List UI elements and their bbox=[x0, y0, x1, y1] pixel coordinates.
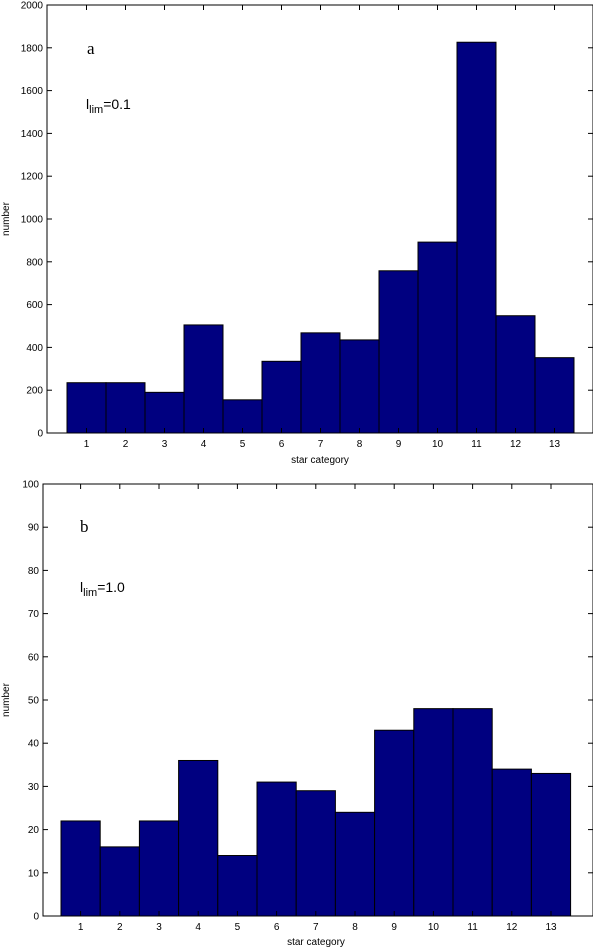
y-axis-b: 0 10 20 30 40 50 60 70 80 90 100 bbox=[22, 480, 593, 923]
y-tick-label-b-0: 0 bbox=[33, 912, 39, 923]
y-tick-label-b-10: 10 bbox=[28, 868, 40, 879]
y-tick-label-a-400: 400 bbox=[26, 343, 43, 354]
bar-b-6 bbox=[256, 781, 297, 917]
y-tick-label-b-80: 80 bbox=[28, 566, 40, 577]
bar-a-7 bbox=[300, 332, 341, 434]
bar-a-10 bbox=[417, 241, 458, 434]
bar-b-10 bbox=[413, 708, 454, 917]
y-tick-label-b-30: 30 bbox=[28, 782, 40, 793]
x-tick-label-a-11: 11 bbox=[471, 439, 482, 450]
x-tick-label-a-3: 3 bbox=[162, 439, 168, 450]
x-tick-label-b-9: 9 bbox=[391, 922, 397, 933]
bar-b-2 bbox=[99, 846, 140, 917]
bar-b-11 bbox=[452, 708, 493, 917]
x-tick-label-b-2: 2 bbox=[117, 922, 123, 933]
x-tick-label-a-10: 10 bbox=[432, 439, 444, 450]
panel-label-a: a bbox=[87, 39, 95, 58]
y-tick-label-b-20: 20 bbox=[28, 825, 40, 836]
bar-a-6 bbox=[261, 360, 302, 434]
bars-a bbox=[66, 41, 575, 434]
x-tick-label-b-7: 7 bbox=[313, 922, 319, 933]
bar-b-12 bbox=[491, 768, 532, 917]
bar-b-9 bbox=[374, 729, 415, 917]
x-tick-label-a-6: 6 bbox=[279, 439, 285, 450]
bar-a-13 bbox=[534, 357, 575, 434]
bar-a-12 bbox=[495, 315, 536, 434]
x-tick-label-a-5: 5 bbox=[240, 439, 246, 450]
x-tick-label-b-8: 8 bbox=[352, 922, 358, 933]
x-axis-b: 1 2 3 4 5 6 7 8 9 10 11 12 13 bbox=[78, 484, 557, 933]
x-axis-label-a: star category bbox=[291, 455, 349, 466]
bar-b-13 bbox=[530, 772, 572, 917]
x-tick-label-b-13: 13 bbox=[545, 922, 557, 933]
bar-b-3 bbox=[138, 820, 180, 917]
annotation-a: llim=0.1 bbox=[86, 96, 131, 116]
bar-a-4 bbox=[183, 324, 224, 434]
y-tick-label-a-800: 800 bbox=[26, 257, 43, 268]
x-tick-label-b-10: 10 bbox=[428, 922, 440, 933]
y-tick-label-a-1000: 1000 bbox=[21, 215, 44, 226]
y-tick-label-b-40: 40 bbox=[28, 739, 40, 750]
y-tick-label-b-100: 100 bbox=[22, 480, 39, 491]
x-tick-label-b-4: 4 bbox=[195, 922, 201, 933]
panel-label-b: b bbox=[80, 517, 89, 536]
bar-b-1 bbox=[60, 820, 101, 917]
bars-b bbox=[60, 708, 572, 917]
y-tick-label-a-0: 0 bbox=[37, 429, 43, 440]
x-tick-label-a-13: 13 bbox=[549, 439, 561, 450]
x-tick-label-a-12: 12 bbox=[510, 439, 522, 450]
y-axis-label-a: number bbox=[1, 201, 12, 236]
x-tick-label-b-5: 5 bbox=[235, 922, 241, 933]
bar-a-9 bbox=[378, 270, 419, 434]
x-tick-label-b-6: 6 bbox=[274, 922, 280, 933]
y-tick-label-a-600: 600 bbox=[26, 300, 43, 311]
y-tick-label-a-1200: 1200 bbox=[21, 172, 44, 183]
x-tick-label-a-8: 8 bbox=[357, 439, 363, 450]
bar-a-1 bbox=[66, 382, 107, 434]
x-tick-label-b-12: 12 bbox=[506, 922, 518, 933]
annotation-b: llim=1.0 bbox=[80, 579, 125, 599]
y-tick-label-a-1800: 1800 bbox=[21, 43, 44, 54]
y-tick-label-a-2000: 2000 bbox=[21, 1, 44, 12]
x-axis-a: 1 2 3 4 5 6 7 8 9 10 11 12 13 bbox=[84, 5, 561, 450]
x-tick-label-a-2: 2 bbox=[123, 439, 129, 450]
y-tick-label-a-1400: 1400 bbox=[21, 129, 44, 140]
y-tick-label-a-200: 200 bbox=[26, 386, 43, 397]
y-tick-label-a-1600: 1600 bbox=[21, 86, 44, 97]
bar-a-2 bbox=[105, 382, 146, 434]
bar-a-3 bbox=[144, 391, 185, 434]
bar-b-5 bbox=[217, 855, 258, 917]
y-tick-label-b-90: 90 bbox=[28, 523, 40, 534]
bar-b-8 bbox=[334, 811, 376, 917]
x-tick-label-b-1: 1 bbox=[78, 922, 84, 933]
y-tick-label-b-60: 60 bbox=[28, 652, 40, 663]
y-tick-label-b-70: 70 bbox=[28, 609, 40, 620]
bar-b-4 bbox=[178, 759, 219, 917]
x-tick-label-a-7: 7 bbox=[318, 439, 324, 450]
x-tick-label-b-3: 3 bbox=[156, 922, 162, 933]
x-tick-label-a-9: 9 bbox=[396, 439, 402, 450]
bar-b-7 bbox=[295, 790, 336, 917]
x-tick-label-a-1: 1 bbox=[84, 439, 90, 450]
y-axis-a: 0 200 400 600 800 1000 1200 1400 1600 1800 2000 bbox=[21, 1, 593, 440]
bar-a-8 bbox=[339, 339, 380, 434]
x-axis-label-b: star category bbox=[287, 937, 345, 948]
y-tick-label-b-50: 50 bbox=[28, 696, 40, 707]
y-axis-label-b: number bbox=[1, 682, 12, 717]
bar-a-11 bbox=[456, 41, 497, 434]
x-tick-label-b-11: 11 bbox=[467, 922, 478, 933]
x-tick-label-a-4: 4 bbox=[201, 439, 207, 450]
